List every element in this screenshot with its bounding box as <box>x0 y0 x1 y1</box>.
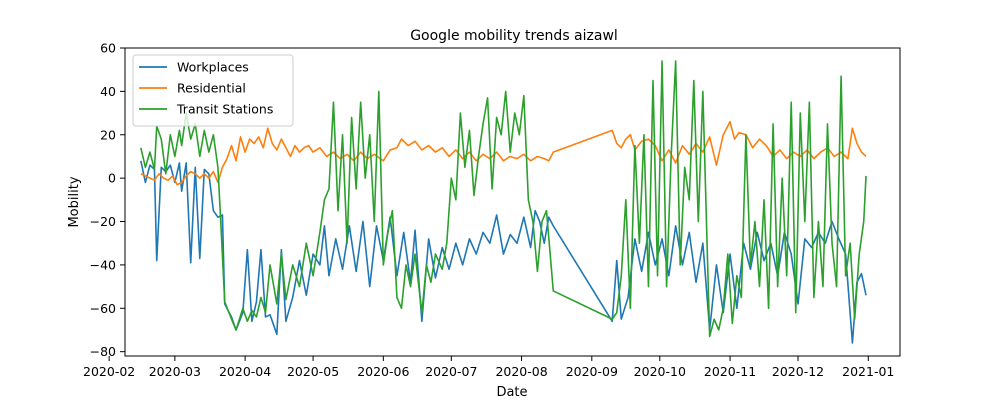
x-tick-label: 2020-03 <box>149 364 201 379</box>
legend-entry: Transit Stations <box>176 102 273 117</box>
y-axis-ticks: 60 40 20 0 −20 −40 −60 −80 <box>90 41 125 359</box>
series-line-transit-stations <box>140 60 867 338</box>
plot-frame <box>124 47 901 357</box>
y-tick-label: 0 <box>108 171 116 186</box>
y-tick-label: −20 <box>90 214 116 229</box>
x-tick-label: 2020-08 <box>495 364 547 379</box>
legend: Workplaces Residential Transit Stations <box>132 54 294 127</box>
x-tick-label: 2020-05 <box>287 364 339 379</box>
x-tick-label: 2021-01 <box>842 364 894 379</box>
y-tick-label: −60 <box>90 301 116 316</box>
legend-box <box>132 54 294 127</box>
y-tick-label: 40 <box>100 84 116 99</box>
series-layer <box>140 60 867 344</box>
x-tick-label: 2020-10 <box>634 364 686 379</box>
x-tick-label: 2020-06 <box>357 364 409 379</box>
x-axis-label: Date <box>496 385 527 400</box>
x-tick-label: 2020-07 <box>425 364 477 379</box>
y-tick-label: 20 <box>100 127 116 142</box>
x-axis-ticks: 2020-02 2020-03 2020-04 2020-05 2020-06 2020-… <box>83 356 894 379</box>
y-axis-label: Mobility <box>67 176 82 227</box>
x-tick-label: 2020-02 <box>83 364 135 379</box>
y-tick-label: 60 <box>100 41 116 56</box>
y-tick-label: −80 <box>90 344 116 359</box>
legend-entry: Residential <box>177 81 246 96</box>
x-tick-label: 2020-12 <box>772 364 824 379</box>
chart-title: Google mobility trends aizawl <box>410 28 618 44</box>
x-tick-label: 2020-04 <box>219 364 271 379</box>
x-tick-label: 2020-11 <box>704 364 756 379</box>
y-tick-label: −40 <box>90 257 116 272</box>
x-tick-label: 2020-09 <box>566 364 618 379</box>
legend-entry: Workplaces <box>177 60 249 75</box>
series-line-residential <box>140 120 867 186</box>
